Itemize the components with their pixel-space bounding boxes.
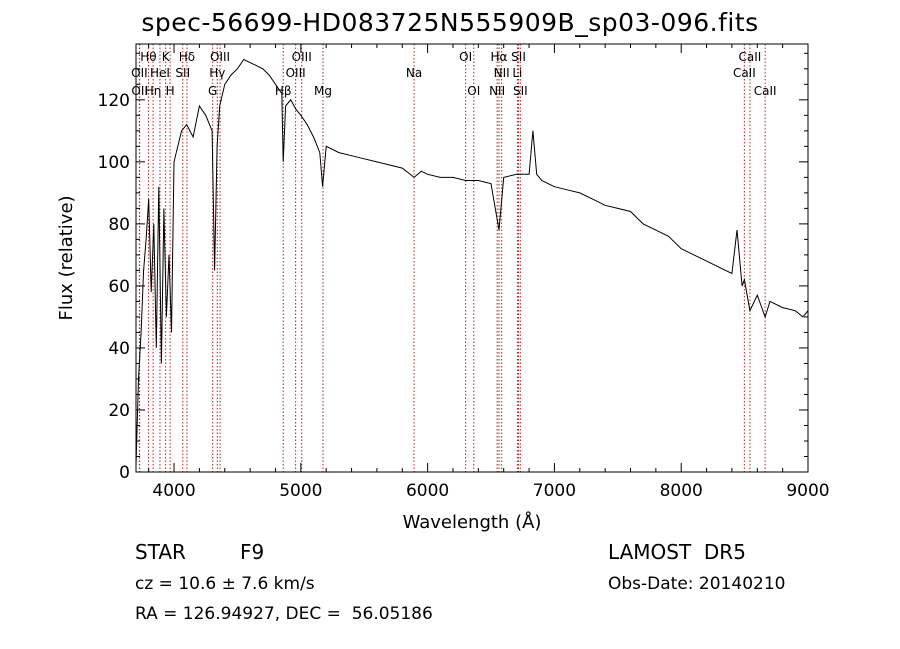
y-tick-label: 0 bbox=[119, 463, 130, 483]
x-tick-label: 7000 bbox=[533, 481, 576, 501]
x-tick-label: 5000 bbox=[279, 481, 322, 501]
y-tick-label: 20 bbox=[108, 401, 130, 421]
spectral-line-label: H bbox=[166, 84, 175, 98]
spectral-line-label: CaII bbox=[739, 50, 762, 64]
x-tick-label: 6000 bbox=[406, 481, 449, 501]
spectral-line-label: Hη bbox=[145, 84, 162, 98]
spectral-line-label: OIII bbox=[286, 66, 306, 80]
object-class: STAR bbox=[135, 540, 186, 564]
spectrum-plot: 4000 5000 6000 7000 8000 9000 0 20 40 60 80 100 120… bbox=[56, 43, 830, 533]
chart-title: spec-56699-HD083725N555909B_sp03-096.fit… bbox=[141, 8, 759, 37]
spectral-line-label: NII bbox=[494, 66, 510, 80]
spectral-line-label: Hγ bbox=[209, 66, 225, 80]
y-tick-label: 40 bbox=[108, 339, 130, 359]
spectral-line-label: SII bbox=[513, 84, 528, 98]
spectral-line-label: HeI bbox=[150, 66, 170, 80]
spectrum-line bbox=[135, 58, 809, 466]
spectral-line-label: OI bbox=[459, 50, 472, 64]
y-axis-label: Flux (relative) bbox=[56, 195, 77, 320]
spectral-line-label: CaII bbox=[754, 84, 777, 98]
y-tick-label: 100 bbox=[98, 153, 130, 173]
spectral-line-label: Hβ bbox=[275, 84, 292, 98]
spectral-line-label: OIII bbox=[292, 50, 312, 64]
coordinates: RA = 126.94927, DEC = 56.05186 bbox=[135, 604, 433, 624]
x-axis: 4000 5000 6000 7000 8000 9000 bbox=[148, 44, 830, 501]
spectral-line-label: SII bbox=[175, 66, 190, 80]
spectral-line-label: G bbox=[208, 84, 217, 98]
spectral-line-label: Mg bbox=[314, 84, 332, 98]
spectral-line-label: OII bbox=[131, 84, 148, 98]
observation-date: Obs-Date: 20140210 bbox=[608, 574, 786, 594]
y-tick-label: 120 bbox=[98, 91, 130, 111]
spectral-line-label: SII bbox=[511, 50, 526, 64]
y-axis: 0 20 40 60 80 100 120 bbox=[98, 52, 808, 483]
spectral-line-label: Na bbox=[406, 66, 422, 80]
spectral-line-label: Hα bbox=[491, 50, 508, 64]
x-tick-label: 9000 bbox=[786, 481, 829, 501]
spectral-line-markers bbox=[138, 44, 766, 472]
spectral-line-label: OIII bbox=[210, 50, 230, 64]
spectral-line-label: CaII bbox=[733, 66, 756, 80]
y-tick-label: 80 bbox=[108, 215, 130, 235]
x-axis-label: Wavelength (Å) bbox=[403, 511, 542, 533]
survey-name: LAMOST DR5 bbox=[608, 540, 746, 564]
spectral-line-label: NII bbox=[489, 84, 505, 98]
redshift-cz: cz = 10.6 ± 7.6 km/s bbox=[135, 574, 315, 594]
x-tick-label: 8000 bbox=[660, 481, 703, 501]
plot-frame bbox=[135, 43, 809, 473]
x-tick-label: 4000 bbox=[152, 481, 195, 501]
spectral-line-label: K bbox=[162, 50, 171, 64]
object-subclass: F9 bbox=[240, 540, 265, 564]
spectral-line-label: OI bbox=[467, 84, 480, 98]
spectral-line-label: Hθ bbox=[140, 50, 156, 64]
spectral-line-label: Hδ bbox=[179, 50, 195, 64]
spectral-line-label: Li bbox=[512, 66, 522, 80]
y-tick-label: 60 bbox=[108, 277, 130, 297]
spectral-line-label: OII bbox=[131, 66, 148, 80]
